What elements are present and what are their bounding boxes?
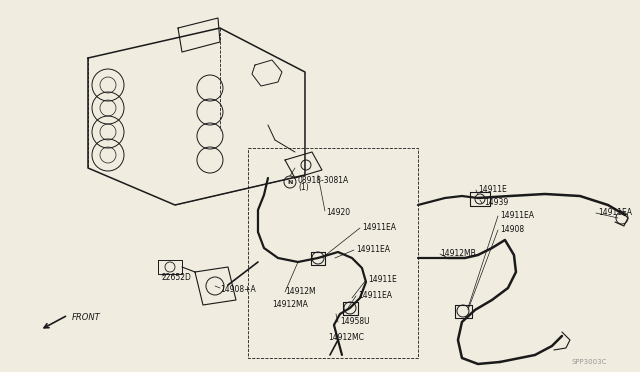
Text: 22652D: 22652D [162,273,192,282]
Text: 08918-3081A: 08918-3081A [298,176,349,185]
Text: SPP3003C: SPP3003C [572,359,607,365]
Text: 14911E: 14911E [368,276,397,285]
Text: 14908+A: 14908+A [220,285,256,295]
Text: 14911EA: 14911EA [358,292,392,301]
Text: 14911EA: 14911EA [356,246,390,254]
Text: 14912MB: 14912MB [440,250,476,259]
Text: 14958U: 14958U [340,317,369,327]
Text: 14912M: 14912M [285,288,316,296]
Text: 14911EA: 14911EA [362,224,396,232]
Text: FRONT: FRONT [72,314,100,323]
Text: N: N [287,180,292,185]
Text: 14911EA: 14911EA [598,208,632,218]
Text: 14939: 14939 [484,199,508,208]
Text: 14920: 14920 [326,208,350,218]
Text: 14911EA: 14911EA [500,212,534,221]
Text: 14908: 14908 [500,225,524,234]
Text: (1): (1) [298,183,308,192]
Text: 14911E: 14911E [478,186,507,195]
Text: 14912MA: 14912MA [272,301,308,310]
Text: 14912MC: 14912MC [328,333,364,343]
